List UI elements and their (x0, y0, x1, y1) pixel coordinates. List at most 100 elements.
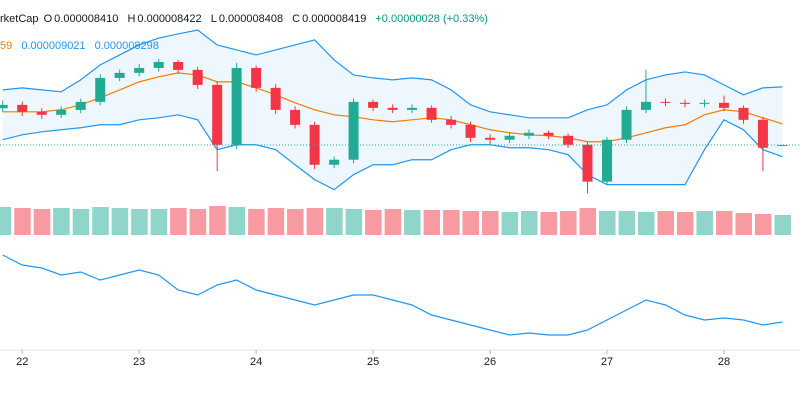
x-tick-label: 24 (250, 356, 262, 368)
close-value: 0.000008419 (302, 13, 367, 25)
bb-lower (2, 114, 783, 191)
volume-bar (404, 210, 421, 235)
bb-legend: 59 0.000009021 0.000008298 (0, 40, 161, 52)
candle-body (446, 119, 457, 125)
candle-body (251, 67, 262, 88)
candle-body (640, 101, 651, 110)
volume-bar (0, 207, 12, 235)
candle-body (134, 67, 145, 73)
candle-body (407, 107, 418, 110)
o-label: O (43, 13, 53, 25)
volume-bar (618, 211, 636, 235)
volume-bar (637, 212, 655, 235)
volume-bar (462, 211, 480, 235)
volume-bar (14, 208, 31, 235)
candle-body (231, 67, 242, 145)
bb-basis (2, 72, 783, 143)
candle-body (192, 69, 203, 85)
volume-bar (209, 206, 226, 235)
x-tick-label: 25 (367, 356, 379, 368)
candle-body (75, 101, 86, 110)
volume-bar (365, 210, 382, 235)
candle-body (738, 107, 749, 120)
candle-body (757, 119, 768, 148)
lower-value: 0.000008298 (94, 40, 159, 52)
volume-bar (306, 208, 324, 235)
candle-body (387, 107, 398, 110)
oscillator-line (2, 254, 783, 336)
volume-bar (443, 210, 460, 235)
volume-bar (326, 208, 343, 235)
volume-bar (150, 209, 168, 235)
volume-bar (111, 208, 129, 235)
x-tick-label: 23 (133, 356, 145, 368)
volume-bar (696, 211, 713, 235)
volume-bar (72, 209, 90, 235)
x-tick-label: 28 (718, 356, 730, 368)
l-label: L (210, 13, 217, 25)
volume-bar (53, 208, 70, 235)
candle-body (290, 109, 301, 125)
candle-body (621, 109, 632, 140)
volume-bar (384, 209, 402, 235)
candle-body (699, 102, 710, 104)
candle-body (563, 135, 574, 145)
volume-bar (715, 211, 733, 235)
candle-body (718, 102, 729, 108)
candle-body (17, 104, 28, 112)
candle-body (95, 77, 106, 102)
candle-body (348, 101, 359, 160)
high-value: 0.000008422 (137, 13, 202, 25)
candle-body (660, 101, 671, 103)
open-value: 0.000008410 (54, 13, 119, 25)
candle-body (485, 137, 496, 140)
change: +0.00000028 (+0.33%) (375, 13, 488, 25)
candle-body (504, 135, 515, 140)
candle-body (212, 84, 223, 145)
volume-bar (189, 209, 207, 235)
volume-bar (92, 207, 109, 235)
candle-body (0, 104, 8, 109)
candle-body (582, 144, 593, 182)
x-tick-label: 27 (601, 356, 613, 368)
h-label: H (127, 13, 136, 25)
c-label: C (292, 13, 301, 25)
candle-body (602, 139, 613, 182)
candle-body (680, 102, 691, 104)
candle-body (368, 101, 379, 108)
basis-value: 59 (0, 40, 13, 52)
volume-bar (657, 211, 674, 235)
volume-bar (248, 209, 265, 235)
volume-bar (482, 211, 499, 235)
symbol: rketCap (0, 13, 39, 25)
candle-body (153, 61, 164, 68)
volume-bar (774, 215, 791, 235)
volume-bar (228, 207, 246, 235)
volume-bar (501, 212, 519, 235)
bb-upper (2, 29, 783, 119)
volume-bar (560, 211, 577, 235)
volume-bar (521, 211, 538, 235)
volume-bar (345, 209, 363, 235)
volume-bar (423, 210, 441, 235)
candle-body (543, 132, 554, 136)
volume-bar (677, 212, 694, 235)
x-tick-label: 26 (484, 356, 496, 368)
candle-body (309, 124, 320, 165)
candle-body (173, 61, 184, 70)
candle-body (329, 159, 340, 165)
candle-body (465, 124, 476, 138)
upper-value: 0.000009021 (21, 40, 86, 52)
volume-bar (735, 213, 753, 235)
ohlc-legend: rketCap O 0.000008410 H 0.000008422 L 0.000… (0, 13, 490, 25)
volume-bar (579, 208, 596, 235)
volume-bar (267, 208, 285, 235)
candle-body (36, 111, 47, 115)
volume-bar (131, 209, 148, 235)
volume-bar (287, 209, 304, 235)
candle-body (777, 145, 788, 147)
volume-bar (599, 211, 616, 235)
low-value: 0.000008408 (218, 13, 284, 25)
